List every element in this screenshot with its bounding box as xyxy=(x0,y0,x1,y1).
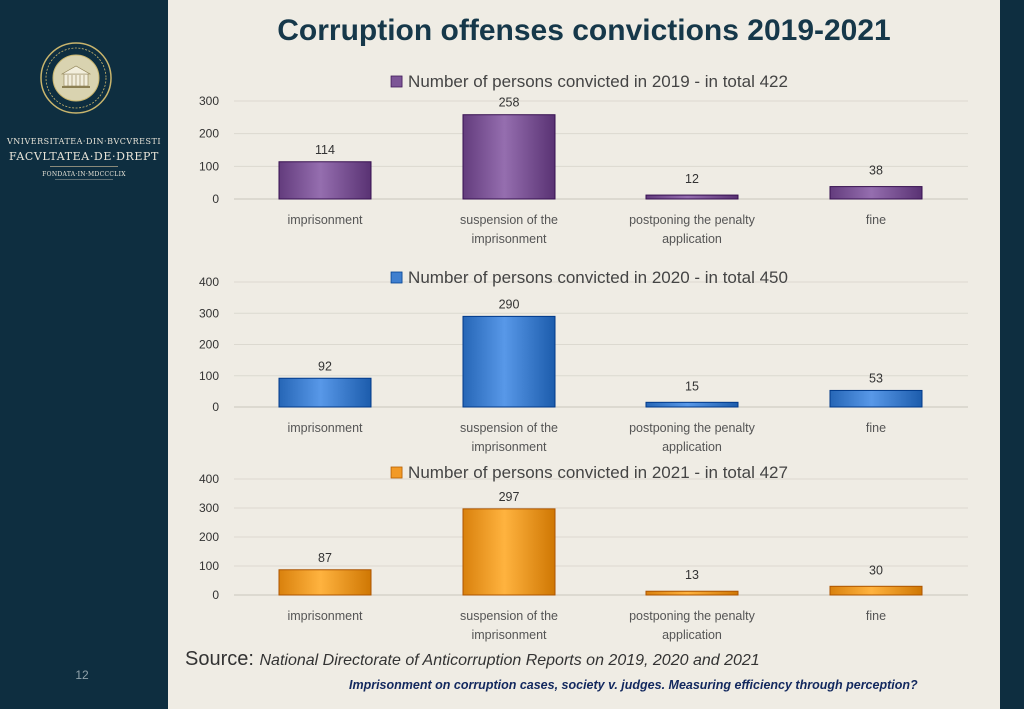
category-label: postponing the penalty xyxy=(629,213,756,227)
y-tick-label: 200 xyxy=(199,530,219,544)
bar xyxy=(645,401,739,408)
y-tick-label: 0 xyxy=(212,588,219,602)
y-tick-label: 0 xyxy=(212,400,219,414)
y-tick-label: 100 xyxy=(199,559,219,573)
data-label: 297 xyxy=(499,490,520,504)
category-label: suspension of the xyxy=(460,421,558,435)
data-label: 92 xyxy=(318,359,332,373)
y-tick-label: 300 xyxy=(199,501,219,515)
university-seal-icon xyxy=(40,42,112,114)
source-label: Source: xyxy=(185,648,254,670)
legend-swatch xyxy=(390,271,403,284)
category-label: imprisonment xyxy=(287,421,363,435)
bar xyxy=(278,377,372,408)
legend-label: Number of persons convicted in 2021 - in… xyxy=(408,463,788,482)
category-label: imprisonment xyxy=(471,232,547,246)
category-label: postponing the penalty xyxy=(629,421,756,435)
y-tick-label: 100 xyxy=(199,159,219,173)
category-label: fine xyxy=(866,421,886,435)
bar xyxy=(278,161,372,200)
data-label: 12 xyxy=(685,172,699,186)
university-name: VNIVERSITATEA·DIN·BVCVRESTI xyxy=(7,137,161,146)
bar xyxy=(829,186,923,200)
data-label: 114 xyxy=(315,143,335,157)
bar xyxy=(278,569,372,596)
category-label: fine xyxy=(866,213,886,227)
legend-swatch xyxy=(390,466,403,479)
source-text: National Directorate of Anticorruption R… xyxy=(259,652,760,669)
founding-line: FONDATA·IN·MDCCCLIX xyxy=(42,171,126,178)
category-label: imprisonment xyxy=(471,440,547,454)
footer-note: Imprisonment on corruption cases, societ… xyxy=(349,678,918,692)
y-tick-label: 200 xyxy=(199,338,219,352)
y-tick-label: 0 xyxy=(212,192,219,206)
y-tick-label: 200 xyxy=(199,127,219,141)
page-number: 12 xyxy=(75,668,89,682)
bar xyxy=(829,389,923,408)
data-label: 53 xyxy=(869,371,883,385)
sidebar: VNIVERSITATEA·DIN·BVCVRESTI FACVLTATEA·D… xyxy=(0,0,168,709)
right-border xyxy=(1000,0,1024,709)
legend-swatch xyxy=(390,75,403,88)
data-label: 87 xyxy=(318,551,332,565)
data-label: 30 xyxy=(869,563,883,577)
y-tick-label: 400 xyxy=(199,472,219,486)
category-label: imprisonment xyxy=(471,628,547,642)
data-label: 258 xyxy=(499,96,520,110)
category-label: application xyxy=(662,232,722,246)
faculty-name: FACVLTATEA·DE·DREPT xyxy=(9,150,159,163)
divider xyxy=(55,179,113,180)
y-tick-label: 400 xyxy=(199,275,219,289)
category-label: fine xyxy=(866,609,886,623)
category-label: imprisonment xyxy=(287,213,363,227)
data-label: 38 xyxy=(869,164,883,178)
category-label: suspension of the xyxy=(460,213,558,227)
bar xyxy=(645,590,739,596)
bar xyxy=(462,114,556,200)
bar xyxy=(829,585,923,596)
y-tick-label: 100 xyxy=(199,369,219,383)
category-label: suspension of the xyxy=(460,609,558,623)
y-tick-label: 300 xyxy=(199,306,219,320)
data-label: 290 xyxy=(499,297,520,311)
bar xyxy=(645,194,739,200)
data-label: 15 xyxy=(685,379,699,393)
y-tick-label: 300 xyxy=(199,94,219,108)
data-label: 13 xyxy=(685,568,699,582)
category-label: imprisonment xyxy=(287,609,363,623)
legend-label: Number of persons convicted in 2019 - in… xyxy=(408,72,788,91)
source-citation: Source: National Directorate of Anticorr… xyxy=(185,648,760,671)
category-label: application xyxy=(662,440,722,454)
legend-label: Number of persons convicted in 2020 - in… xyxy=(408,268,788,287)
divider xyxy=(50,166,118,167)
page-title: Corruption offenses convictions 2019-202… xyxy=(277,14,891,47)
bar xyxy=(462,315,556,408)
category-label: application xyxy=(662,628,722,642)
category-label: postponing the penalty xyxy=(629,609,756,623)
bar xyxy=(462,508,556,596)
